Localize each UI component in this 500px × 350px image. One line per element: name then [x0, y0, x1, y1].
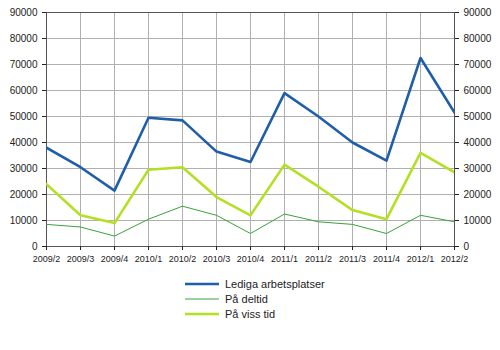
- svg-text:80000: 80000: [464, 33, 492, 44]
- svg-text:2012/2: 2012/2: [441, 254, 469, 264]
- svg-text:60000: 60000: [464, 85, 492, 96]
- svg-text:80000: 80000: [10, 33, 38, 44]
- svg-text:2009/4: 2009/4: [101, 254, 129, 264]
- svg-text:10000: 10000: [10, 215, 38, 226]
- svg-text:20000: 20000: [10, 189, 38, 200]
- svg-text:2010/4: 2010/4: [237, 254, 265, 264]
- html-text:På deltid: På deltid: [225, 292, 268, 305]
- html-text:På viss tid: På viss tid: [225, 307, 276, 320]
- html-text:Lediga arbetsplatser: Lediga arbetsplatser: [225, 277, 325, 290]
- svg-text:30000: 30000: [10, 163, 38, 174]
- svg-text:2009/3: 2009/3: [67, 254, 95, 264]
- svg-text:2011/4: 2011/4: [373, 254, 400, 264]
- svg-text:2010/1: 2010/1: [135, 254, 163, 264]
- svg-text:0: 0: [32, 241, 38, 252]
- svg-text:60000: 60000: [10, 85, 38, 96]
- svg-text:0: 0: [464, 241, 470, 252]
- svg-text:2011/3: 2011/3: [339, 254, 366, 264]
- svg-text:90000: 90000: [10, 7, 38, 18]
- svg-text:2010/2: 2010/2: [169, 254, 197, 264]
- svg-text:20000: 20000: [464, 189, 492, 200]
- svg-text:10000: 10000: [464, 215, 492, 226]
- svg-text:2011/1: 2011/1: [271, 254, 298, 264]
- svg-text:2011/2: 2011/2: [305, 254, 332, 264]
- svg-text:2009/2: 2009/2: [33, 254, 61, 264]
- svg-text:30000: 30000: [464, 163, 492, 174]
- svg-text:2012/1: 2012/1: [407, 254, 435, 264]
- svg-text:40000: 40000: [10, 137, 38, 148]
- svg-text:90000: 90000: [464, 7, 492, 18]
- svg-text:70000: 70000: [464, 59, 492, 70]
- svg-text:2010/3: 2010/3: [203, 254, 231, 264]
- svg-text:70000: 70000: [10, 59, 38, 70]
- svg-text:50000: 50000: [10, 111, 38, 122]
- svg-text:50000: 50000: [464, 111, 492, 122]
- svg-text:40000: 40000: [464, 137, 492, 148]
